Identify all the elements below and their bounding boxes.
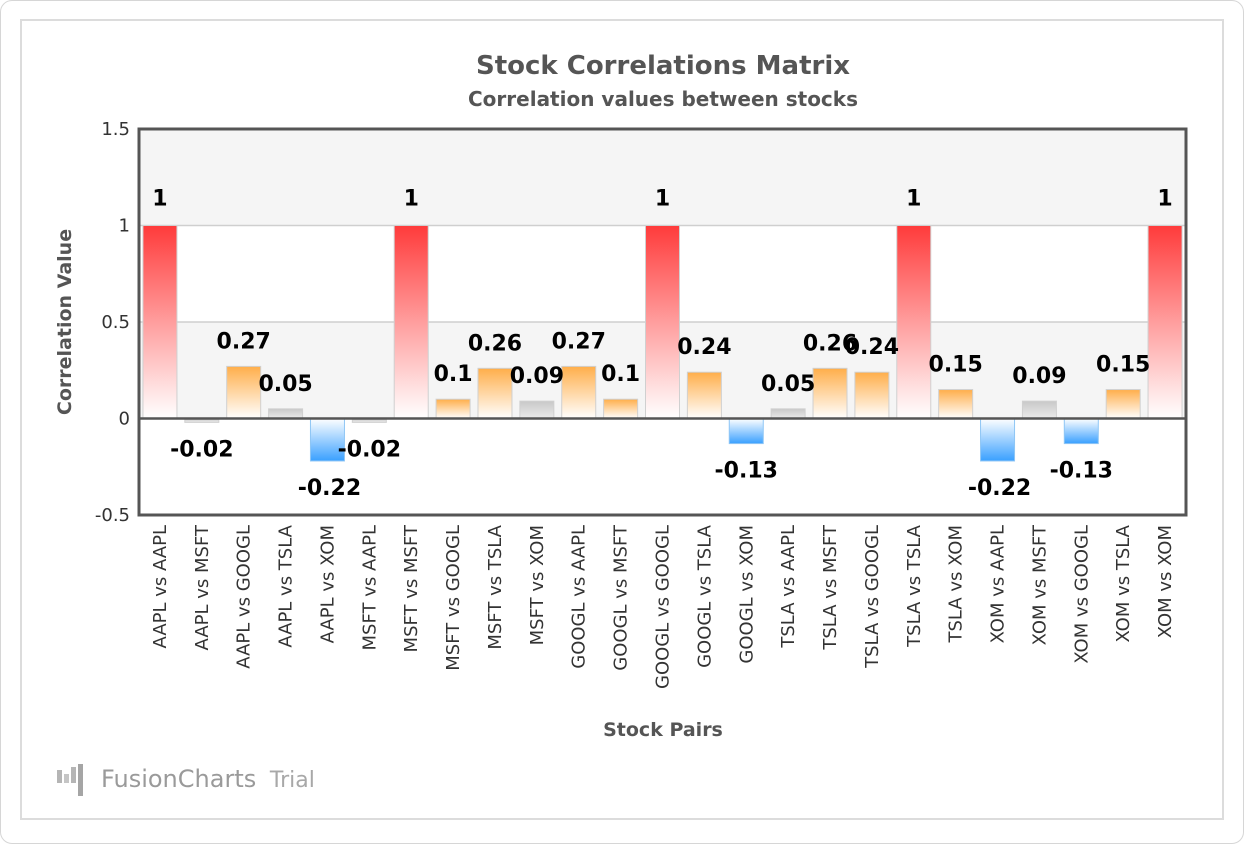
bar[interactable] bbox=[896, 225, 932, 419]
x-tick-label: AAPL vs XOM bbox=[317, 525, 338, 643]
x-tick-label: TSLA vs MSFT bbox=[820, 524, 841, 651]
data-label: 0.09 bbox=[1012, 364, 1066, 389]
x-tick-label: TSLA vs TSLA bbox=[904, 524, 925, 648]
data-label: 0.05 bbox=[258, 372, 312, 397]
watermark-logo: FusionCharts Trial bbox=[57, 764, 315, 796]
x-tick-label: GOOGL vs MSFT bbox=[611, 524, 632, 671]
bar[interactable] bbox=[309, 418, 345, 462]
bar[interactable] bbox=[812, 367, 848, 420]
x-tick-label: GOOGL vs XOM bbox=[736, 525, 757, 664]
x-tick-label: XOM vs XOM bbox=[1155, 525, 1176, 638]
bar[interactable] bbox=[226, 365, 262, 420]
data-label: -0.02 bbox=[170, 437, 233, 462]
data-label: 1 bbox=[152, 187, 167, 212]
bar[interactable] bbox=[142, 225, 178, 419]
data-label: 0.15 bbox=[929, 353, 983, 378]
plot-border bbox=[137, 127, 1188, 517]
bar[interactable] bbox=[645, 225, 680, 419]
x-tick-label: GOOGL vs TSLA bbox=[694, 524, 715, 668]
bar[interactable] bbox=[1063, 418, 1099, 445]
watermark-trial: Trial bbox=[269, 768, 315, 793]
bar[interactable] bbox=[519, 400, 555, 420]
svg-text:FusionCharts Trial: FusionCharts Trial bbox=[101, 765, 315, 793]
x-tick-label: TSLA vs GOOGL bbox=[862, 525, 883, 669]
x-tick-label: MSFT vs GOOGL bbox=[443, 525, 464, 671]
data-label: 0.09 bbox=[510, 364, 564, 389]
data-label: 0.26 bbox=[468, 331, 522, 356]
x-tick-label: AAPL vs MSFT bbox=[192, 524, 213, 650]
data-label: -0.22 bbox=[298, 476, 361, 501]
data-label: 0.27 bbox=[217, 329, 271, 354]
data-label: -0.13 bbox=[715, 459, 778, 484]
data-labels: 1 -0.02 0.27 0.05 -0.22 -0.02 1 0.1 0.26 0.09 0.27… bbox=[152, 187, 1172, 501]
x-tick-label: MSFT vs AAPL bbox=[359, 525, 380, 650]
bar[interactable] bbox=[1105, 389, 1141, 419]
data-label: -0.02 bbox=[338, 437, 401, 462]
bar[interactable] bbox=[938, 389, 974, 419]
chart-subtitle: Correlation values between stocks bbox=[468, 87, 858, 111]
y-tick-label: -0.5 bbox=[95, 505, 130, 526]
x-tick-label: AAPL vs GOOGL bbox=[234, 525, 255, 669]
watermark-brand: FusionCharts bbox=[101, 765, 256, 793]
bar[interactable] bbox=[1021, 400, 1057, 420]
x-tick-label: XOM vs MSFT bbox=[1029, 524, 1050, 645]
bar[interactable] bbox=[268, 408, 304, 420]
data-label: -0.22 bbox=[968, 476, 1031, 501]
x-tick-label: XOM vs GOOGL bbox=[1071, 525, 1092, 664]
y-tick-label: 0.5 bbox=[101, 312, 130, 333]
y-tick-label: 0 bbox=[119, 409, 130, 430]
bar[interactable] bbox=[1147, 225, 1183, 419]
bar[interactable] bbox=[477, 367, 513, 420]
data-label: -0.13 bbox=[1050, 459, 1113, 484]
data-label: 1 bbox=[1157, 187, 1172, 212]
x-tick-label: AAPL vs TSLA bbox=[276, 524, 297, 647]
data-label: 0.05 bbox=[761, 372, 815, 397]
data-label: 0.27 bbox=[552, 329, 606, 354]
y-axis-ticks: -0.5 0 0.5 1 1.5 bbox=[95, 119, 130, 526]
x-tick-label: XOM vs AAPL bbox=[988, 525, 1009, 643]
data-label: 0.1 bbox=[601, 362, 640, 387]
bar[interactable] bbox=[728, 418, 764, 445]
y-tick-label: 1.5 bbox=[101, 119, 130, 140]
x-tick-label: MSFT vs TSLA bbox=[485, 524, 506, 649]
bar[interactable] bbox=[435, 398, 471, 420]
x-tick-label: MSFT vs MSFT bbox=[401, 524, 422, 652]
bar[interactable] bbox=[854, 371, 890, 419]
plot-band bbox=[139, 129, 1186, 226]
x-tick-label: TSLA vs AAPL bbox=[778, 525, 799, 649]
x-axis-title: Stock Pairs bbox=[603, 719, 723, 741]
x-tick-label: GOOGL vs GOOGL bbox=[653, 525, 674, 689]
data-label: 0.24 bbox=[677, 335, 731, 360]
bar[interactable] bbox=[603, 398, 639, 420]
chart-title: Stock Correlations Matrix bbox=[476, 51, 850, 81]
data-label: 0.24 bbox=[845, 335, 899, 360]
bar[interactable] bbox=[770, 408, 806, 420]
x-tick-label: XOM vs TSLA bbox=[1113, 524, 1134, 642]
data-label: 0.1 bbox=[434, 362, 473, 387]
x-tick-label: GOOGL vs AAPL bbox=[569, 525, 590, 669]
bar[interactable] bbox=[686, 371, 722, 419]
bar[interactable] bbox=[393, 225, 429, 419]
data-label: 1 bbox=[404, 187, 419, 212]
data-label: 1 bbox=[655, 187, 670, 212]
bar[interactable] bbox=[561, 365, 597, 420]
data-label: 0.15 bbox=[1096, 353, 1150, 378]
bar[interactable] bbox=[980, 418, 1016, 462]
y-tick-label: 1 bbox=[119, 216, 130, 237]
data-label: 1 bbox=[906, 187, 921, 212]
x-axis-ticks: AAPL vs AAPL AAPL vs MSFT AAPL vs GOOGL AAP… bbox=[150, 524, 1176, 689]
y-axis-title: Correlation Value bbox=[54, 229, 76, 415]
x-tick-label: AAPL vs AAPL bbox=[150, 525, 171, 649]
x-tick-label: TSLA vs XOM bbox=[946, 525, 967, 644]
bars bbox=[142, 225, 1183, 462]
x-tick-label: MSFT vs XOM bbox=[527, 525, 548, 645]
data-label: 0.26 bbox=[803, 331, 857, 356]
